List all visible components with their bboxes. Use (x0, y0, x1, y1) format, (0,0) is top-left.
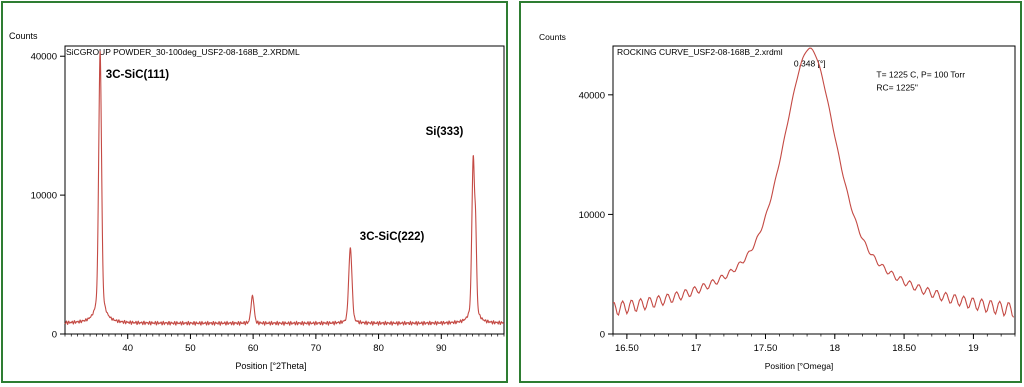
peak-label: 3C-SiC(222) (360, 231, 425, 243)
plot-area-frame (612, 45, 1016, 335)
y-tick-label: 10000 (579, 210, 605, 221)
y-axis-label: Counts (539, 32, 566, 42)
x-tick-label: 50 (185, 343, 196, 354)
x-tick-label: 18.50 (892, 343, 916, 354)
conditions-label: T= 1225 C, P= 100 Torr (876, 70, 965, 80)
data-series-line (612, 47, 1015, 318)
x-tick-label: 60 (248, 343, 259, 354)
x-tick-label: 40 (122, 343, 133, 354)
xrd-chart-panel: Counts Position [°2Theta] SiCGROUP POWDE… (1, 1, 508, 383)
y-tick-label: 40000 (579, 90, 605, 101)
rc-label: RC= 1225" (876, 82, 918, 92)
y-tick-label: 0 (600, 330, 605, 341)
fwhm-label: 0.348 [°] (794, 59, 826, 69)
plot-area-frame (64, 45, 505, 335)
x-tick-label: 90 (436, 343, 447, 354)
x-tick-label: 17 (691, 343, 702, 354)
peak-label: Si(333) (426, 126, 464, 138)
xrd-chart-svg: Counts Position [°2Theta] SiCGROUP POWDE… (9, 31, 505, 371)
chart-title: ROCKING CURVE_USF2-08-168B_2.xrdml (617, 47, 783, 57)
y-tick-label: 10000 (31, 191, 57, 202)
x-tick-label: 17.50 (754, 343, 778, 354)
x-axis-label: Position [°Omega] (765, 361, 834, 371)
y-axis-label: Counts (9, 31, 38, 41)
rocking-curve-panel: Counts Position [°Omega] ROCKING CURVE_U… (519, 1, 1022, 383)
chart-title: SiCGROUP POWDER_30-100deg_USF2-08-168B_2… (66, 47, 300, 57)
rocking-curve-svg: Counts Position [°Omega] ROCKING CURVE_U… (539, 32, 1016, 371)
data-series-line (64, 50, 505, 327)
y-tick-label: 0 (52, 330, 57, 341)
peak-label: 3C-SiC(111) (106, 69, 169, 81)
x-tick-label: 70 (311, 343, 322, 354)
x-tick-label: 19 (968, 343, 979, 354)
x-axis-label: Position [°2Theta] (235, 361, 306, 371)
y-tick-label: 40000 (31, 52, 57, 63)
x-tick-label: 18 (830, 343, 841, 354)
x-tick-label: 80 (373, 343, 384, 354)
x-tick-label: 16.50 (615, 343, 639, 354)
